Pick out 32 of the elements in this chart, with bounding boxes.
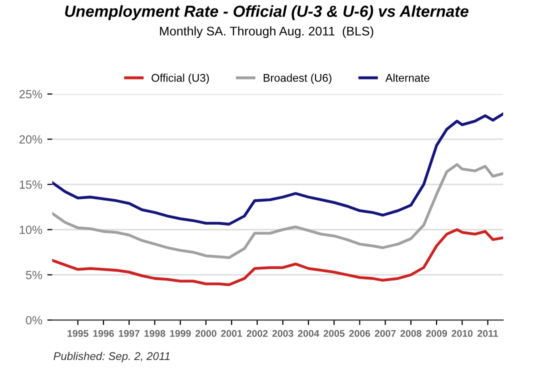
- x-tick-label: 1998: [144, 330, 166, 337]
- x-tick-label: 2006: [349, 330, 370, 337]
- x-tick-label: 2004: [298, 330, 320, 337]
- y-tick-label: 20%: [19, 135, 42, 144]
- text: Published: Sep. 2, 2011: [54, 352, 170, 362]
- x-tick-label: 1996: [93, 330, 114, 337]
- x-tick-label: 2011: [478, 330, 498, 337]
- chart-title: Unemployment Rate - Official (U-3 & U-6) vs Alternate: [65, 5, 468, 20]
- line-series: [52, 112, 504, 226]
- x-tick-label: 2001: [221, 330, 242, 337]
- legend-label: Official (U3): [152, 74, 209, 84]
- x-tick-label: 2009: [426, 330, 447, 337]
- y-tick-label: 10%: [20, 226, 42, 234]
- x-tick-label: 2000: [195, 330, 216, 337]
- y-tick-label: 5%: [26, 270, 42, 280]
- line-series: [52, 163, 504, 260]
- x-tick-label: 2003: [272, 330, 294, 337]
- x-tick-label: 2010: [452, 330, 473, 337]
- line-series: [52, 228, 504, 286]
- chart-subtitle: Monthly SA. Through Aug. 2011 (BLS): [160, 26, 374, 38]
- x-tick-label: 2002: [246, 330, 268, 337]
- x-tick-label: 2008: [400, 330, 422, 337]
- legend-label: Broadest (U6): [264, 74, 332, 84]
- y-tick-label: 0%: [26, 316, 42, 324]
- x-tick-label: 1997: [118, 330, 140, 337]
- y-tick-label: 15%: [20, 180, 42, 189]
- y-tick-label: 25%: [19, 90, 42, 98]
- legend-label: Alternate: [385, 74, 430, 82]
- x-tick-label: 2005: [324, 330, 345, 337]
- x-tick-label: 1999: [170, 330, 191, 337]
- x-tick-label: 1995: [68, 330, 88, 337]
- x-tick-label: 2007: [374, 330, 396, 337]
